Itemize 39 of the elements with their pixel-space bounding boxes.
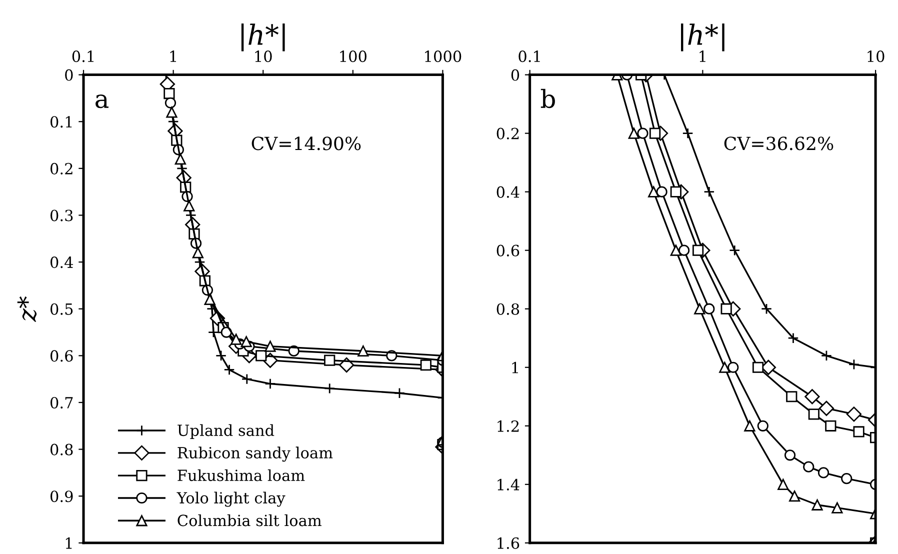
y-tick-label: 0.8 [50,444,73,456]
x-tick-label: 10 [255,50,272,62]
legend-label: Columbia silt loam [178,514,322,526]
y-tick-label: 0.9 [50,490,73,502]
legend-label: Yolo light clay [176,492,286,507]
y-tick-label: 0.3 [50,210,73,222]
y-tick-label: 0.2 [496,128,519,140]
y-tick-label: 0.2 [50,162,72,174]
annotation: a [96,94,108,108]
legend-label: Rubicon sandy loam [178,446,333,462]
annotation: CV=36.62% [724,136,834,150]
annotation: CV=14.90% [252,136,361,150]
x-axis-title: |h*| [681,24,724,52]
x-tick-label: 1 [700,50,706,62]
y-tick-label: 0 [511,69,520,81]
y-tick-label: 1.6 [498,537,520,549]
y-tick-label: 1.2 [498,420,519,432]
y-tick-label: 1 [512,362,518,374]
x-tick-label: 1000 [425,50,462,62]
y-tick-label: 0.4 [50,256,74,268]
x-tick-label: 10 [868,50,884,62]
y-tick-label: 0.5 [50,303,73,315]
y-tick-label: 0.1 [50,116,72,128]
legend-label: Upland sand [178,424,274,440]
legend-label: Fukushima loam [178,469,305,482]
y-axis-title: z* [17,296,37,322]
y-tick-label: 1.4 [498,478,520,490]
x-tick-label: 0.1 [518,50,540,62]
x-tick-label: 100 [340,50,366,62]
y-tick-label: 0.6 [50,350,73,362]
x-axis-title: |h*| [241,24,285,52]
y-tick-label: 0.7 [50,396,73,409]
annotation: b [540,88,555,108]
y-tick-label: 1 [66,537,72,549]
y-tick-label: 0.8 [496,303,520,315]
x-tick-label: 1 [170,50,176,62]
y-tick-label: 0.4 [496,186,520,198]
y-tick-label: 0 [65,69,73,81]
y-tick-label: 0.6 [496,244,520,256]
